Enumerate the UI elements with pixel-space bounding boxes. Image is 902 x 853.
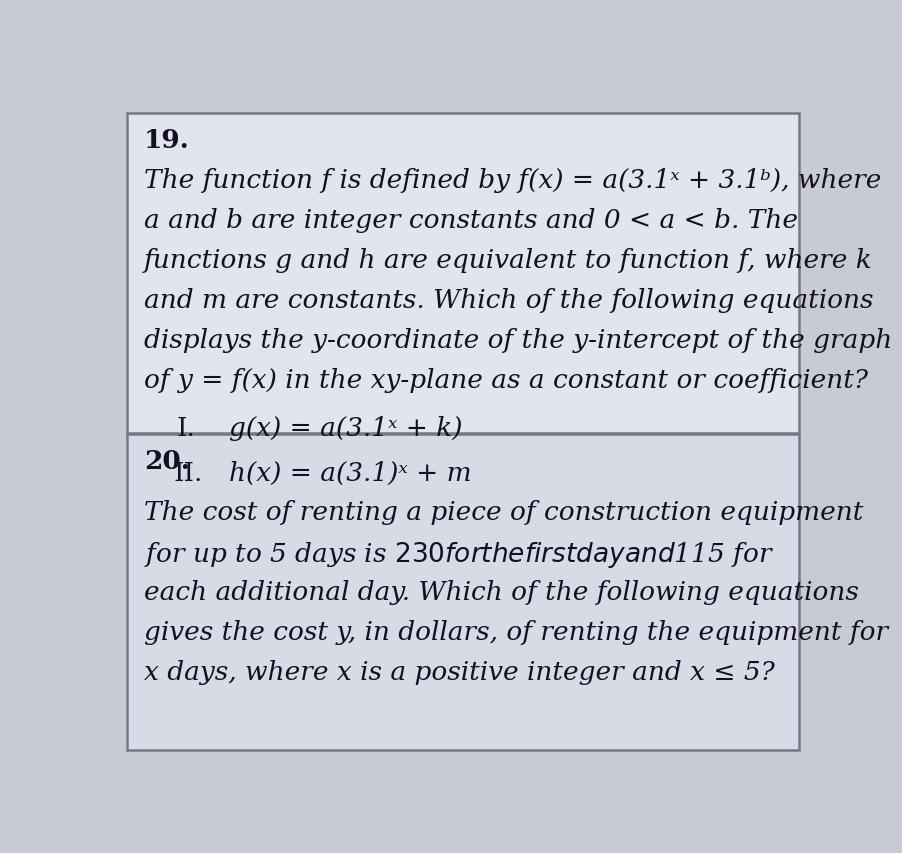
Text: displays the y-coordinate of the y-intercept of the graph: displays the y-coordinate of the y-inter… (143, 328, 892, 352)
Text: of y = f(x) in the xy-plane as a constant or coefficient?: of y = f(x) in the xy-plane as a constan… (143, 368, 868, 392)
Text: each additional day. Which of the following equations: each additional day. Which of the follow… (143, 579, 859, 604)
Text: The function f is defined by f(x) = a(3.1ˣ + 3.1ᵇ), where: The function f is defined by f(x) = a(3.… (143, 168, 881, 193)
Text: functions g and h are equivalent to function f, where k: functions g and h are equivalent to func… (143, 247, 872, 273)
Text: gives the cost y, in dollars, of renting the equipment for: gives the cost y, in dollars, of renting… (143, 619, 888, 644)
Text: g(x) = a(3.1ˣ + k): g(x) = a(3.1ˣ + k) (229, 415, 463, 440)
FancyBboxPatch shape (126, 435, 799, 750)
Text: I.: I. (176, 415, 195, 440)
Text: 19.: 19. (143, 128, 189, 153)
Text: and m are constants. Which of the following equations: and m are constants. Which of the follow… (143, 287, 873, 313)
Text: a and b are integer constants and 0 < a < b. The: a and b are integer constants and 0 < a … (143, 208, 797, 233)
Text: for up to 5 days is $230 for the first day and $115 for: for up to 5 days is $230 for the first d… (143, 539, 774, 569)
Text: h(x) = a(3.1)ˣ + m: h(x) = a(3.1)ˣ + m (229, 460, 472, 485)
FancyBboxPatch shape (126, 114, 799, 433)
Text: II.: II. (173, 460, 203, 485)
Text: 20.: 20. (143, 449, 189, 473)
Text: The cost of renting a piece of construction equipment: The cost of renting a piece of construct… (143, 499, 863, 525)
Text: x days, where x is a positive integer and x ≤ 5?: x days, where x is a positive integer an… (143, 659, 775, 684)
